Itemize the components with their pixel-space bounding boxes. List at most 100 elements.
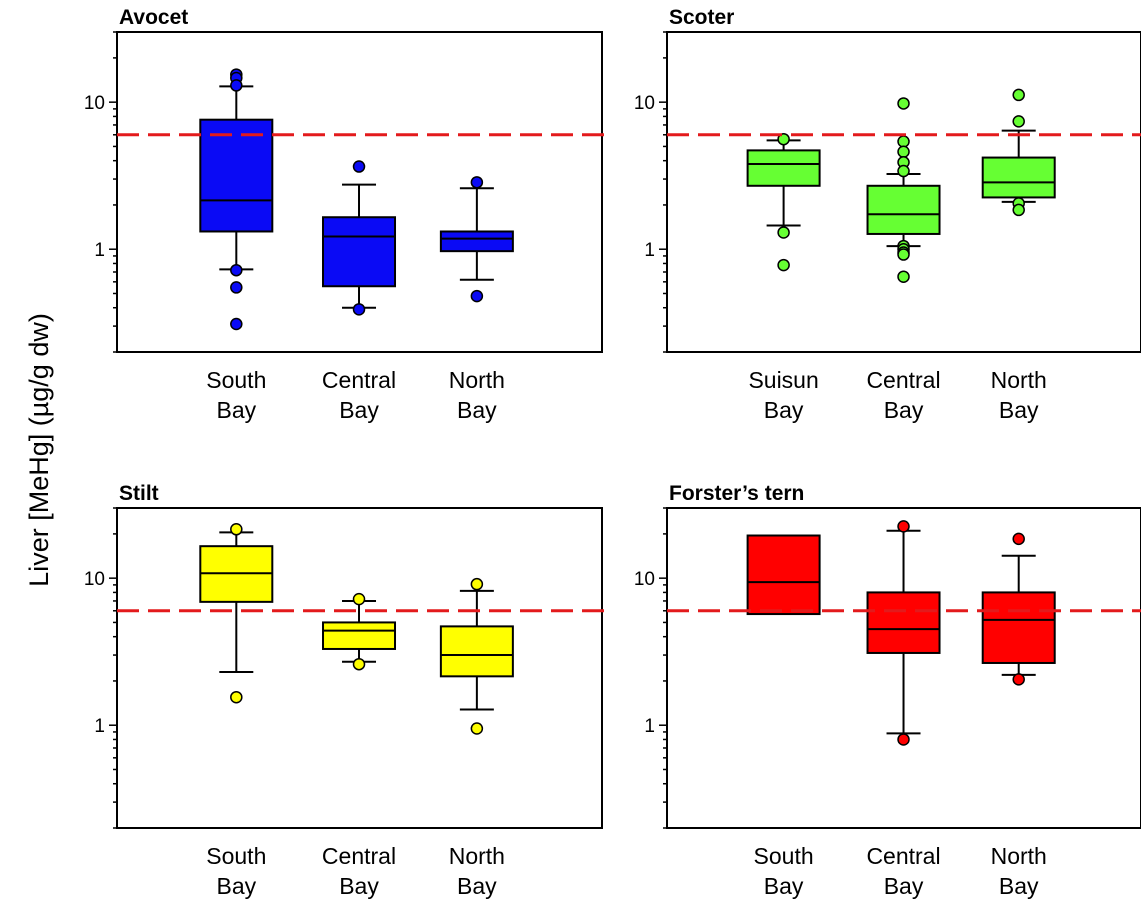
panel-1: Avocet 1 10 South Bay Central Bay North Bay — [84, 6, 605, 423]
box-iqr — [866, 591, 941, 654]
plot-frame — [666, 31, 1141, 353]
plot-frame — [116, 31, 603, 353]
outlier-point — [1012, 532, 1025, 546]
y-tick-label: 1 — [644, 716, 655, 737]
x-category-label: South — [206, 367, 266, 393]
outlier-point — [897, 164, 910, 178]
box-3 — [981, 532, 1056, 686]
outlier-point — [897, 733, 910, 746]
outlier-point — [1012, 203, 1025, 217]
outlier-point — [352, 160, 366, 173]
box-iqr — [746, 149, 821, 187]
panel-4: Forster’s tern 1 10 South Bay Central Bay North… — [634, 482, 1141, 899]
y-tick-label: 1 — [644, 240, 655, 261]
box-1 — [746, 132, 821, 272]
outlier-point — [897, 97, 910, 110]
x-category-label: Bay — [216, 873, 256, 899]
outlier-point — [352, 657, 366, 671]
outlier-point — [897, 520, 910, 533]
panel-title: Scoter — [669, 6, 734, 29]
y-tick-label: 10 — [634, 569, 655, 590]
outlier-point — [1012, 673, 1025, 686]
box-2 — [866, 97, 941, 283]
box-1 — [199, 68, 274, 331]
plot-frame — [116, 507, 603, 829]
box-3 — [439, 577, 514, 735]
plot-frame — [666, 507, 1141, 829]
outlier-point — [897, 270, 910, 283]
box-1 — [746, 534, 821, 616]
box-3 — [981, 88, 1056, 217]
outlier-point — [230, 317, 243, 331]
x-category-label: Bay — [457, 397, 497, 423]
y-axis-label: Liver [MeHg] (µg/g dw) — [24, 313, 54, 587]
box-1 — [199, 523, 274, 704]
panel-3: Stilt 1 10 South Bay Central Bay North Bay — [84, 482, 605, 899]
x-category-label: Bay — [764, 873, 804, 899]
x-category-label: Bay — [764, 397, 804, 423]
x-category-label: Central — [866, 367, 940, 393]
box-3 — [439, 176, 514, 303]
box-iqr — [322, 216, 397, 288]
outlier-point — [230, 263, 243, 277]
panel-title: Avocet — [119, 6, 188, 29]
outlier-point — [230, 79, 243, 92]
x-category-label: Bay — [884, 397, 924, 423]
panel-title: Forster’s tern — [669, 482, 804, 505]
outlier-point — [897, 135, 910, 148]
box-iqr — [199, 118, 274, 233]
outlier-point — [897, 145, 910, 159]
outlier-point — [470, 722, 484, 735]
panel-2: Scoter 1 10 Suisun Bay Central Bay North Bay — [634, 6, 1141, 423]
box-2 — [866, 520, 941, 746]
outlier-point — [352, 303, 366, 316]
outlier-point — [470, 176, 484, 189]
box-iqr — [439, 230, 514, 253]
x-category-label: Bay — [339, 397, 379, 423]
panel-title: Stilt — [119, 482, 159, 505]
x-category-label: North — [991, 843, 1047, 869]
outlier-point — [1012, 88, 1025, 102]
y-tick-label: 10 — [634, 93, 655, 114]
x-category-label: North — [449, 367, 505, 393]
x-category-label: South — [754, 843, 814, 869]
y-tick-label: 10 — [84, 93, 105, 114]
outlier-point — [897, 248, 910, 261]
x-category-label: Central — [866, 843, 940, 869]
x-category-label: Bay — [999, 397, 1039, 423]
x-category-label: Central — [322, 367, 396, 393]
outlier-point — [230, 281, 243, 294]
x-category-label: Bay — [999, 873, 1039, 899]
outlier-point — [470, 289, 484, 303]
x-category-label: Suisun — [748, 367, 818, 393]
outlier-point — [777, 258, 790, 272]
x-category-label: South — [206, 843, 266, 869]
x-category-label: Bay — [884, 873, 924, 899]
box-iqr — [439, 625, 514, 678]
box-iqr — [746, 534, 821, 616]
box-2 — [322, 160, 397, 316]
x-category-label: Bay — [457, 873, 497, 899]
box-2 — [322, 592, 397, 671]
outlier-point — [230, 523, 243, 536]
outlier-point — [230, 690, 243, 704]
y-tick-label: 1 — [94, 716, 105, 737]
outlier-point — [470, 577, 484, 591]
outlier-point — [352, 592, 366, 606]
x-category-label: Bay — [216, 397, 256, 423]
x-category-label: Central — [322, 843, 396, 869]
outlier-point — [777, 132, 790, 146]
outlier-point — [777, 226, 790, 239]
box-iqr — [981, 156, 1056, 199]
panels: Avocet110SouthBayCentralBayNorthBayScote… — [84, 6, 1141, 899]
outlier-point — [1012, 115, 1025, 128]
x-category-label: North — [449, 843, 505, 869]
x-category-label: North — [991, 367, 1047, 393]
y-tick-label: 10 — [84, 569, 105, 590]
x-category-label: Bay — [339, 873, 379, 899]
y-tick-label: 1 — [94, 240, 105, 261]
box-iqr — [322, 621, 397, 650]
box-iqr — [866, 184, 941, 235]
box-iqr — [981, 591, 1056, 664]
